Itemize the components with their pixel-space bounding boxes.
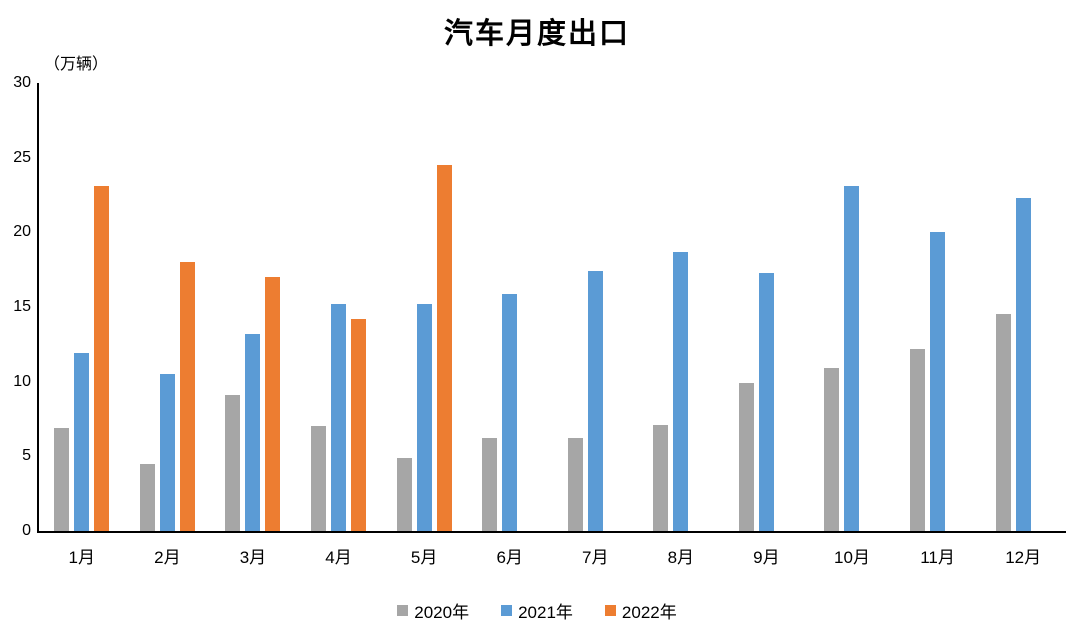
legend-item-2020年: 2020年: [397, 598, 469, 623]
y-tick-label-20: 20: [13, 223, 31, 241]
bar-2021年-3月: [245, 333, 261, 531]
bar-group-4月: [296, 83, 382, 531]
y-tick-label-30: 30: [13, 74, 31, 91]
legend-marker-icon: [501, 605, 513, 616]
x-axis-label-5月: 5月: [410, 548, 438, 567]
bar-2021年-6月: [502, 293, 518, 531]
x-axis-label-8月: 8月: [667, 548, 695, 567]
x-axis-label-10月: 10月: [834, 548, 870, 567]
y-tick-label-10: 10: [13, 372, 31, 390]
bar-group-12月: [980, 83, 1066, 531]
bar-2022年-4月: [351, 318, 367, 531]
bar-group-7月: [552, 83, 638, 531]
x-axis-label-12月: 12月: [1005, 548, 1042, 567]
bar-2021年-5月: [416, 304, 432, 531]
bar-group-1月: [39, 83, 125, 531]
y-axis-line: [37, 83, 39, 533]
bar-2020年-9月: [738, 383, 754, 531]
bar-2022年-1月: [94, 186, 110, 531]
legend-marker-icon: [397, 605, 409, 616]
y-axis-unit-label: （万辆）: [44, 56, 109, 73]
bar-2021年-12月: [1015, 198, 1031, 531]
bar-2020年-1月: [54, 427, 70, 531]
bar-2021年-1月: [74, 353, 90, 531]
x-axis-label-7月: 7月: [582, 548, 609, 567]
chart-title: 汽车月度出口: [443, 18, 630, 50]
bar-2021年-11月: [930, 232, 946, 531]
x-axis-label-11月: 11月: [920, 548, 955, 567]
bar-2021年-9月: [758, 272, 774, 531]
bar-2022年-2月: [179, 262, 195, 531]
bar-2020年-3月: [225, 395, 241, 531]
bar-group-6月: [467, 83, 553, 531]
bar-2020年-10月: [824, 368, 840, 531]
x-axis-label-3月: 3月: [239, 548, 267, 567]
bar-group-3月: [210, 83, 296, 531]
bar-2020年-12月: [995, 314, 1011, 531]
bar-group-11月: [895, 83, 981, 531]
bar-group-9月: [724, 83, 810, 531]
legend: 2020年 2021年 2022年: [0, 598, 1074, 623]
bar-2021年-4月: [331, 304, 347, 531]
bar-group-2月: [125, 83, 211, 531]
legend-item-2022年: 2022年: [604, 598, 677, 623]
bar-2020年-4月: [311, 426, 327, 531]
legend-item-2021年: 2021年: [501, 598, 573, 623]
legend-label: 2022年: [621, 603, 677, 622]
bar-2021年-2月: [159, 374, 175, 531]
y-tick-label-5: 5: [22, 447, 31, 465]
bar-2020年-8月: [653, 424, 669, 531]
bar-groups: [39, 83, 1066, 531]
legend-marker-icon: [604, 605, 616, 616]
plot-area: [37, 83, 1066, 533]
legend-label: 2020年: [414, 603, 470, 622]
y-tick-label-25: 25: [13, 148, 31, 166]
x-axis-labels: 1月 2月 3月 4月 5月 6月 7月 8月 9月 10月 11月 12月: [39, 543, 1066, 568]
bar-2020年-7月: [567, 438, 583, 531]
y-tick-label-0: 0: [22, 522, 31, 539]
x-axis-line: [37, 531, 1066, 533]
bar-2020年-6月: [482, 438, 498, 531]
x-axis-label-6月: 6月: [496, 548, 523, 567]
bar-group-10月: [809, 83, 895, 531]
bar-group-8月: [638, 83, 724, 531]
bar-2022年-5月: [436, 165, 452, 531]
bar-group-5月: [381, 83, 467, 531]
bar-2021年-8月: [673, 251, 689, 531]
bar-2021年-10月: [844, 186, 860, 531]
bar-2020年-5月: [396, 457, 412, 531]
bar-2021年-7月: [587, 271, 603, 531]
legend-label: 2021年: [518, 603, 573, 622]
bar-2022年-3月: [265, 277, 281, 531]
x-axis-label-9月: 9月: [753, 548, 780, 567]
x-axis-label-1月: 1月: [68, 548, 96, 567]
bar-2020年-11月: [910, 348, 926, 531]
y-tick-label-15: 15: [13, 298, 31, 315]
x-axis-label-2月: 2月: [154, 548, 181, 567]
x-axis-label-4月: 4月: [325, 548, 352, 567]
bar-2020年-2月: [139, 463, 155, 531]
